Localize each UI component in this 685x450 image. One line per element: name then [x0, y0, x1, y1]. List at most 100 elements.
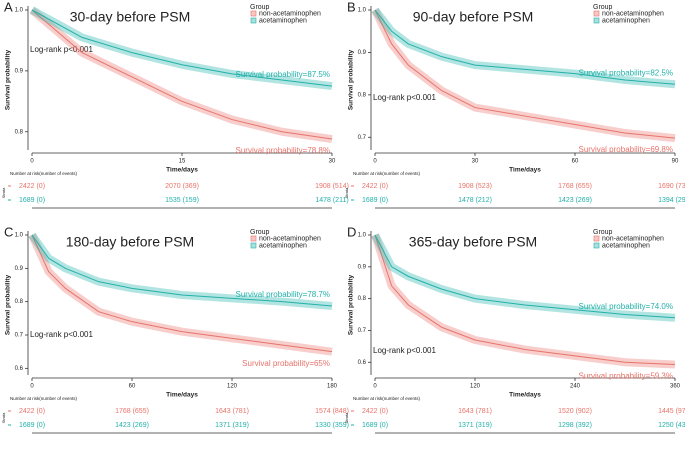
- legend-title: Group: [250, 229, 270, 236]
- risk-cell: 1908 (523): [458, 183, 492, 190]
- risk-cell: 1643 (781): [458, 408, 492, 415]
- y-axis-title: Survival probability: [348, 49, 355, 110]
- y-tick-label: 1.0: [15, 8, 24, 14]
- legend-swatch: [593, 10, 600, 17]
- survival-curve: [31, 234, 333, 307]
- risk-table-title: Number at risk(number of events): [353, 171, 421, 176]
- end-label: Survival probability=69.8%: [579, 145, 674, 154]
- x-tick-label: 60: [572, 159, 579, 165]
- legend-swatch: [250, 17, 257, 24]
- risk-cell: 2422 (0): [362, 408, 388, 415]
- strata-label: Strata: [344, 187, 349, 198]
- y-tick-label: 0.9: [15, 266, 24, 272]
- survival-curve: [31, 9, 333, 87]
- y-axis-title: Survival probability: [348, 274, 355, 335]
- risk-cell: 1423 (269): [558, 197, 592, 204]
- y-tick-label: 1.0: [15, 233, 24, 239]
- risk-cell: 1371 (319): [458, 422, 492, 429]
- risk-cell: 1394 (295): [658, 197, 685, 204]
- risk-cell: 1574 (848): [315, 408, 349, 415]
- y-tick-label: 0.9: [358, 50, 367, 56]
- risk-cell: 1908 (514): [315, 183, 349, 190]
- survival-curve: [31, 9, 333, 140]
- log-rank: Log-rank p<0.001: [30, 45, 93, 54]
- legend-label: non-acetaminophen: [602, 10, 664, 17]
- risk-cell: 1250 (439): [658, 422, 685, 429]
- x-tick-label: 60: [129, 384, 136, 390]
- legend-swatch: [250, 235, 257, 242]
- legend-swatch: [250, 10, 257, 17]
- y-tick-label: 0.8: [15, 299, 24, 305]
- legend-label: acetaminophen: [259, 17, 307, 24]
- legend-swatch: [593, 235, 600, 242]
- legend-label: non-acetaminophen: [259, 235, 321, 242]
- risk-cell: 2422 (0): [19, 183, 45, 190]
- x-tick-label: 180: [327, 384, 338, 390]
- end-label: Survival probability=74.0%: [579, 302, 674, 311]
- panel-letter: C: [4, 224, 13, 239]
- risk-cell: 1689 (0): [362, 422, 388, 429]
- y-tick-label: 0.7: [15, 333, 24, 339]
- chart-title: 180-day before PSM: [66, 234, 194, 250]
- survival-curve: [374, 234, 676, 319]
- x-tick-label: 0: [373, 384, 377, 390]
- risk-cell: 1689 (0): [19, 422, 45, 429]
- legend-label: acetaminophen: [259, 242, 307, 249]
- legend-swatch: [250, 242, 257, 249]
- risk-cell: 2070 (369): [165, 183, 199, 190]
- x-axis-title: Time/days: [166, 167, 198, 174]
- x-tick-label: 90: [672, 159, 679, 165]
- confidence-band: [371, 233, 676, 369]
- x-axis-title: Time/days: [166, 392, 198, 399]
- y-tick-label: 1.0: [358, 8, 367, 14]
- x-tick-label: 360: [670, 384, 681, 390]
- chart-title: 365-day before PSM: [409, 234, 537, 250]
- risk-cell: 1330 (359): [315, 422, 349, 429]
- panel: B 90-day before PSM 0.7 0.8 0.9 1.0 0 30 60 90 Tim…: [344, 0, 685, 209]
- survival-curve: [31, 234, 333, 353]
- risk-cell: 2422 (0): [19, 408, 45, 415]
- x-tick-label: 30: [472, 159, 479, 165]
- panel: C 180-day before PSM 0.6 0.7 0.8 0.9 1.0 0 60 120…: [1, 224, 349, 434]
- survival-curve: [374, 234, 676, 365]
- x-tick-label: 240: [570, 384, 581, 390]
- end-label: Survival probability=78.8%: [236, 146, 331, 155]
- panel-letter: D: [347, 224, 356, 239]
- risk-cell: 1371 (319): [215, 422, 249, 429]
- legend-label: acetaminophen: [602, 17, 650, 24]
- risk-table-title: Number at risk(number of events): [10, 396, 78, 401]
- x-tick-label: 120: [470, 384, 481, 390]
- end-label: Survival probability=78.7%: [236, 290, 331, 299]
- y-tick-label: 0.8: [15, 129, 24, 135]
- panel: D 365-day before PSM 0.6 0.7 0.8 0.9 1.0 0 120 24…: [344, 224, 685, 434]
- strata-label: Strata: [1, 412, 6, 423]
- y-axis-title: Survival probability: [5, 274, 12, 335]
- risk-cell: 1445 (977): [658, 408, 685, 415]
- x-tick-label: 120: [227, 384, 238, 390]
- legend-label: non-acetaminophen: [602, 235, 664, 242]
- chart-title: 30-day before PSM: [70, 9, 191, 25]
- risk-cell: 1520 (902): [558, 408, 592, 415]
- strata-label: Strata: [344, 412, 349, 423]
- survival-curve: [374, 9, 676, 139]
- strata-label: Strata: [1, 187, 6, 198]
- x-tick-label: 0: [30, 159, 34, 165]
- risk-table-title: Number at risk(number of events): [353, 396, 421, 401]
- y-axis-title: Survival probability: [5, 49, 12, 110]
- risk-cell: 1478 (212): [458, 197, 492, 204]
- y-tick-label: 0.6: [15, 366, 24, 372]
- end-label: Survival probability=65%: [242, 359, 330, 368]
- legend-title: Group: [250, 4, 270, 11]
- legend-swatch: [593, 242, 600, 249]
- chart-title: 90-day before PSM: [413, 9, 534, 25]
- legend-title: Group: [593, 229, 613, 236]
- y-tick-label: 0.6: [358, 360, 367, 366]
- end-label: Survival probability=82.5%: [579, 68, 674, 77]
- panel: A 30-day before PSM 0.8 0.9 1.0 0 15 30 Time/day…: [1, 0, 349, 209]
- survival-curve: [374, 9, 676, 85]
- y-tick-label: 0.7: [358, 135, 367, 141]
- panel-letter: A: [4, 0, 13, 14]
- legend-swatch: [593, 17, 600, 24]
- risk-cell: 1768 (655): [115, 408, 149, 415]
- y-tick-label: 0.8: [358, 92, 367, 98]
